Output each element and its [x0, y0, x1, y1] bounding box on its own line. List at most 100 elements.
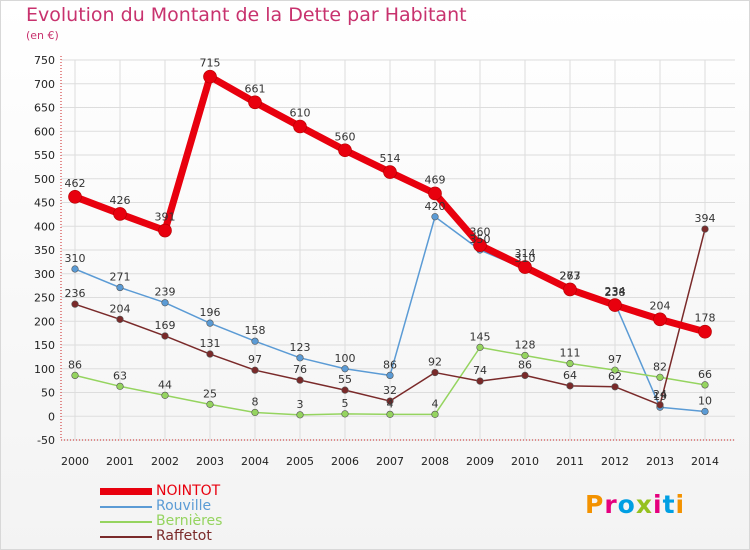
data-point [251, 408, 259, 417]
data-label: 169 [155, 319, 176, 332]
data-label: 10 [698, 395, 712, 408]
data-label: 391 [155, 211, 176, 224]
x-tick-label: 2007 [376, 455, 404, 468]
data-label: 97 [248, 353, 262, 366]
data-label: 394 [695, 212, 716, 225]
data-point [341, 365, 349, 373]
data-label: 131 [200, 337, 221, 350]
y-tick-label: -50 [37, 434, 55, 447]
data-point [386, 397, 394, 405]
data-point [206, 400, 214, 408]
data-point [296, 376, 304, 384]
data-label: 420 [425, 200, 446, 213]
data-label: 267 [560, 269, 581, 282]
data-label: 55 [338, 373, 352, 386]
data-label: 204 [650, 299, 671, 312]
data-point [71, 300, 79, 308]
y-tick-label: 750 [34, 54, 55, 67]
data-label: 715 [200, 57, 221, 70]
x-tick-label: 2004 [241, 455, 269, 468]
y-tick-label: 400 [34, 220, 55, 233]
x-tick-label: 2008 [421, 455, 449, 468]
data-point [566, 382, 574, 390]
data-label: 204 [110, 302, 131, 315]
y-tick-label: 700 [34, 78, 55, 91]
data-label: 462 [65, 177, 86, 190]
chart-title: Evolution du Montant de la Dette par Hab… [26, 4, 467, 26]
data-point [653, 312, 667, 327]
data-label: 238 [605, 286, 626, 299]
data-label: 97 [608, 353, 622, 366]
data-point [476, 343, 484, 351]
data-point [206, 350, 214, 358]
data-label: 100 [335, 352, 356, 365]
chart-subtitle: (en €) [26, 29, 59, 42]
data-point [521, 351, 529, 360]
data-point [431, 410, 439, 418]
data-label: 123 [290, 341, 311, 354]
x-tick-label: 2001 [106, 455, 134, 468]
data-label: 560 [335, 130, 356, 143]
data-point [71, 371, 79, 380]
series-points [68, 69, 712, 419]
data-label: 310 [515, 252, 536, 265]
x-tick-label: 2003 [196, 455, 224, 468]
data-label: 360 [470, 225, 491, 238]
data-label: 426 [110, 194, 131, 207]
data-point [701, 407, 709, 416]
data-point [338, 143, 352, 158]
data-point [476, 377, 484, 385]
data-label: 310 [65, 252, 86, 265]
data-point [293, 119, 307, 134]
data-label: 24 [653, 388, 667, 401]
data-label: 128 [515, 338, 536, 351]
axes [60, 56, 735, 441]
x-tick-labels: 2000 2001 2002 2003 2004 2005 2006 2007 2008 2009… [61, 455, 719, 468]
x-tick-label: 2012 [601, 455, 629, 468]
proxiti-logo: Proxiti [585, 490, 686, 519]
data-label: 3 [297, 398, 304, 411]
data-label: 8 [252, 395, 259, 408]
data-point [431, 213, 439, 221]
legend-label: Rouville [156, 498, 212, 514]
data-point [161, 391, 169, 399]
data-label: 86 [68, 358, 82, 371]
y-tick-label: 600 [34, 125, 55, 138]
data-point [203, 69, 217, 84]
data-point [521, 371, 529, 380]
data-label: 62 [608, 370, 622, 383]
data-label: 314 [515, 247, 536, 260]
data-label: 196 [200, 306, 221, 319]
data-label: 82 [653, 360, 667, 373]
data-point [473, 238, 487, 253]
legend-label: NOINTOT [156, 483, 221, 499]
data-point [566, 359, 574, 368]
y-tick-label: 150 [34, 339, 55, 352]
data-label: 145 [470, 330, 491, 343]
data-label: 111 [560, 347, 581, 360]
data-point [161, 299, 169, 307]
data-point [701, 225, 709, 233]
y-tick-label: 250 [34, 292, 55, 305]
data-label: 66 [698, 368, 712, 381]
y-tick-label: 50 [41, 387, 55, 400]
data-point [116, 382, 124, 390]
y-tick-label: 200 [34, 315, 55, 328]
data-label: 32 [383, 384, 397, 397]
data-point [383, 165, 397, 179]
legend-swatch [100, 521, 152, 523]
legend-label: Bernières [156, 513, 223, 529]
data-point [518, 260, 532, 274]
data-label: 239 [155, 286, 176, 299]
data-label: 19 [653, 390, 667, 403]
data-label: 469 [425, 173, 446, 186]
data-label: 158 [245, 324, 266, 337]
legend-swatch [100, 536, 152, 538]
y-tick-label: 0 [48, 410, 55, 423]
data-label: 86 [383, 358, 397, 371]
data-label: 610 [290, 107, 311, 120]
y-tick-label: 550 [34, 149, 55, 162]
data-point [656, 373, 664, 381]
data-label: 236 [65, 287, 86, 300]
